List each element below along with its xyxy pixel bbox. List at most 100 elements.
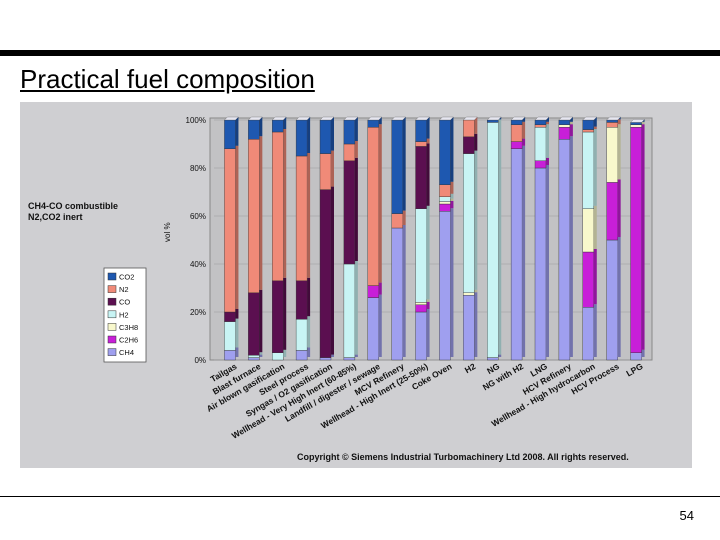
bar-segment-side <box>426 299 430 302</box>
bar-segment-side <box>593 249 597 305</box>
bar-segment-side <box>450 117 454 182</box>
legend-entry: C3H8 <box>119 323 138 332</box>
bar-segment-side <box>378 282 382 295</box>
bar-stack <box>343 116 359 361</box>
bar-segment-side <box>259 352 263 355</box>
bar-segment <box>534 124 547 128</box>
bar-segment-side <box>569 117 573 122</box>
bar-segment <box>630 124 642 128</box>
bar-segment-side <box>641 124 645 350</box>
bar-segment-side <box>593 205 597 249</box>
legend-swatch <box>107 272 117 281</box>
bar-segment-side <box>235 309 239 319</box>
bar-segment-side <box>546 121 549 125</box>
bar-segment-side <box>617 124 621 180</box>
bar-segment-side <box>402 210 406 225</box>
bar-stack <box>630 119 645 361</box>
bar-top <box>415 116 430 121</box>
bar-stack <box>462 116 478 361</box>
bar-segment <box>319 153 332 190</box>
bar-segment <box>224 311 236 322</box>
bar-segment <box>439 119 451 186</box>
bar-segment <box>510 148 523 361</box>
bar-segment <box>295 119 308 157</box>
legend-swatch <box>107 297 117 306</box>
bar-segment <box>248 357 260 361</box>
bar-segment <box>415 119 427 142</box>
bar-segment <box>510 124 523 142</box>
bar-segment <box>439 203 451 212</box>
bar-segment <box>391 227 403 361</box>
bar-segment-side <box>283 129 287 278</box>
bar-stack <box>224 116 239 361</box>
x-tick-label: H2 <box>463 361 478 375</box>
bar-segment <box>343 357 356 361</box>
y-tick-label: 80% <box>190 164 206 173</box>
bar-segment <box>558 124 571 128</box>
bar-segment <box>295 280 308 320</box>
bar-segment <box>415 302 427 305</box>
y-tick-label: 60% <box>190 212 206 221</box>
bar-segment <box>606 127 618 183</box>
bar-segment <box>582 119 594 130</box>
bar-segment-side <box>331 354 334 357</box>
bar-segment <box>439 210 451 361</box>
bar-segment-side <box>474 150 478 290</box>
legend-swatch <box>107 335 117 344</box>
bar-top <box>510 116 526 121</box>
bar-segment-side <box>259 289 263 353</box>
bar-stack <box>486 116 502 361</box>
bar-top <box>606 116 622 121</box>
y-tick-label: 100% <box>186 116 206 125</box>
bar-stack <box>391 116 407 361</box>
bar-segment <box>630 122 642 125</box>
bar-segment <box>487 119 499 123</box>
bar-top <box>582 116 598 121</box>
bar-stack <box>510 116 526 361</box>
bar-segment-side <box>569 136 573 357</box>
bar-top <box>534 116 550 121</box>
bar-segment-side <box>331 150 334 187</box>
bar-segment-side <box>593 129 597 206</box>
bar-segment <box>367 127 379 286</box>
bar-segment-side <box>402 225 406 357</box>
bar-segment-side <box>474 117 478 134</box>
top-rule <box>0 50 720 56</box>
bar-segment <box>295 318 308 351</box>
bar-segment-side <box>593 304 597 357</box>
bar-segment <box>224 119 236 149</box>
bar-segment <box>534 160 547 169</box>
bar-segment <box>319 357 332 361</box>
legend-entry: CO2 <box>119 273 134 282</box>
bar-segment-side <box>235 145 239 309</box>
bar-segment-side <box>569 124 573 137</box>
bar-segment-side <box>593 126 597 129</box>
bar-segment-side <box>426 143 430 206</box>
bar-segment-side <box>378 124 382 283</box>
bar-segment-side <box>402 117 406 211</box>
bar-segment <box>606 122 618 128</box>
legend-entry: C2H6 <box>119 336 138 345</box>
y-tick-label: 40% <box>190 260 206 269</box>
legend-swatch <box>107 348 117 356</box>
legend-entry: N2 <box>119 285 129 294</box>
bar-segment-side <box>593 117 597 127</box>
bar-segment-side <box>307 347 311 357</box>
bar-segment-side <box>331 186 334 355</box>
bar-segment-side <box>283 349 287 357</box>
bar-segment-side <box>522 117 526 122</box>
bar-segment-side <box>235 117 239 146</box>
bar-stack <box>295 116 311 361</box>
bar-segment-side <box>426 117 430 139</box>
bar-segment <box>367 297 379 361</box>
bar-top <box>486 116 502 121</box>
bar-segment <box>319 189 332 358</box>
bar-segment <box>558 139 571 361</box>
bar-stack <box>415 116 430 361</box>
bar-segment <box>558 127 571 140</box>
legend-entry: CO <box>119 298 130 307</box>
bar-segment <box>534 119 547 126</box>
y-axis-label: vol % <box>163 222 172 242</box>
legend-entry: H2 <box>119 310 129 319</box>
bar-segment-side <box>307 117 311 153</box>
